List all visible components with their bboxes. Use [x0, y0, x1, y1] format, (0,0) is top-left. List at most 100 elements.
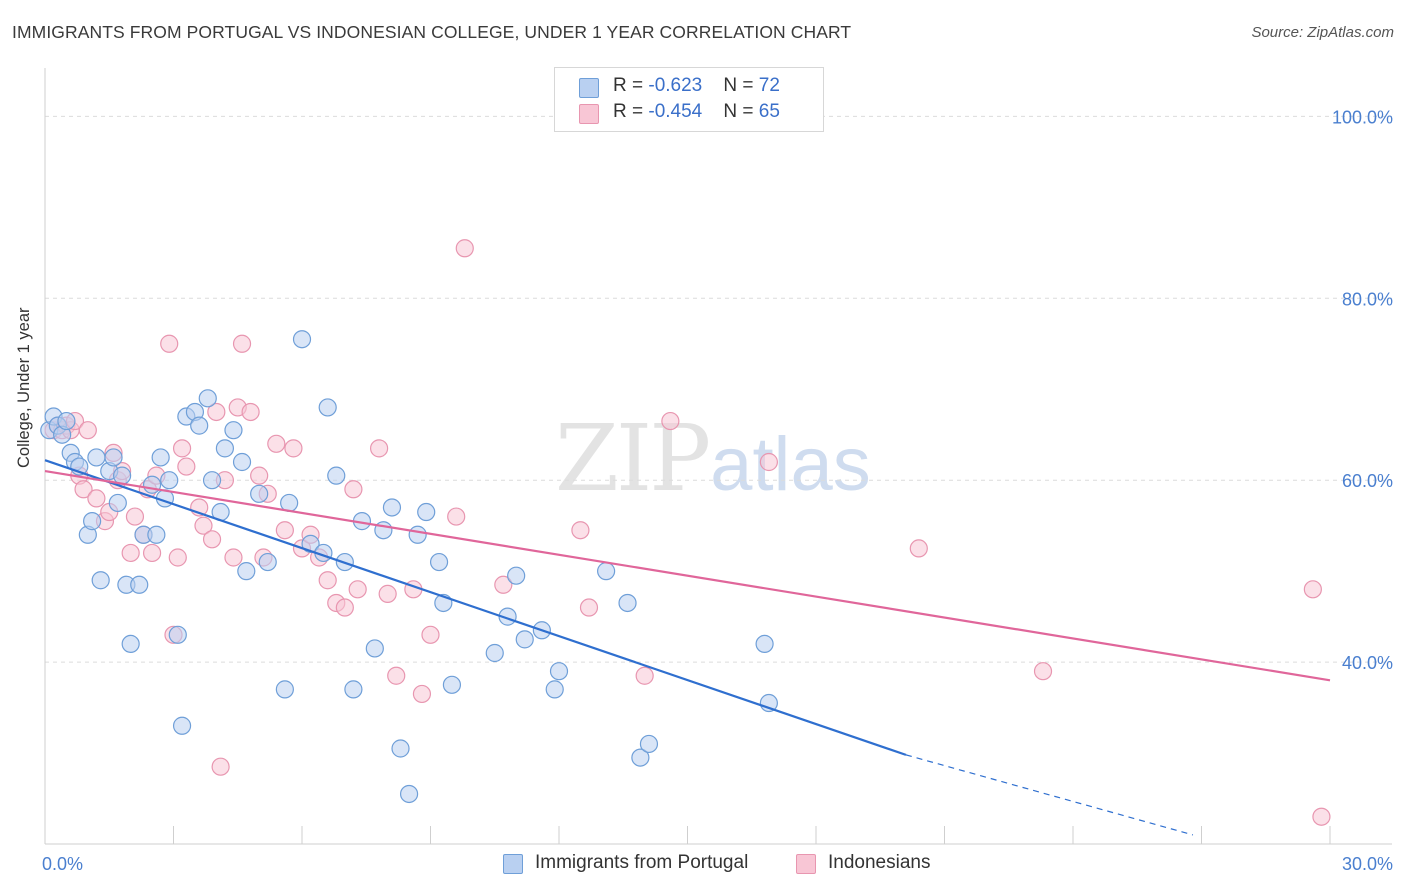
indonesians-point: [207, 402, 226, 422]
portugal-point: [275, 680, 294, 699]
indonesians-point: [284, 439, 303, 458]
legend-swatch-pink: [796, 854, 816, 874]
portugal-point: [301, 534, 320, 553]
portugal-point: [327, 466, 346, 485]
indonesians-point: [412, 684, 432, 704]
portugal-point: [391, 739, 410, 758]
portugal-point: [545, 680, 564, 699]
indonesians-point: [335, 598, 354, 617]
indonesians-point: [275, 521, 294, 540]
portugal-point: [83, 512, 102, 531]
portugal-point: [130, 575, 149, 594]
y-tick-label: 80.0%: [1342, 289, 1393, 309]
portugal-point: [168, 625, 187, 644]
legend-r-label: R =: [613, 75, 649, 96]
legend-r-label: R =: [613, 101, 649, 122]
portugal-point: [631, 748, 650, 767]
portugal-point: [258, 552, 277, 572]
y-tick-label: 40.0%: [1342, 653, 1393, 673]
indonesians-point: [661, 411, 680, 431]
portugal-point: [515, 630, 534, 649]
legend-swatch-blue: [579, 78, 599, 98]
indonesians-point: [421, 625, 440, 644]
portugal-point: [198, 389, 217, 408]
legend-n-value: 72: [758, 75, 780, 96]
indonesians-point: [87, 489, 106, 508]
portugal-point: [215, 439, 234, 458]
indonesians-point: [387, 666, 406, 685]
indonesians-point: [194, 516, 213, 535]
indonesians-point: [1303, 580, 1322, 599]
portugal-point: [417, 502, 436, 522]
indonesians-point: [202, 530, 222, 549]
indonesians-point: [378, 584, 397, 603]
legend-swatch-blue: [503, 854, 523, 874]
portugal-trend-line: [44, 459, 907, 756]
indonesians-point: [168, 548, 187, 567]
portugal-point: [429, 552, 449, 572]
portugal-point: [108, 493, 127, 513]
indonesians-point: [74, 480, 93, 499]
indonesians-point: [125, 507, 145, 526]
x-tick-label: 0.0%: [42, 854, 83, 874]
legend-swatch-pink: [579, 104, 599, 124]
portugal-point: [365, 639, 384, 658]
legend-series-name: Indonesians: [828, 852, 931, 873]
portugal-point: [408, 525, 427, 544]
portugal-point: [151, 448, 170, 467]
indonesians-point: [370, 439, 389, 458]
indonesians-point: [1312, 807, 1331, 826]
portugal-point: [507, 566, 526, 585]
portugal-point: [639, 734, 659, 754]
portugal-point: [202, 471, 222, 490]
source-label: Source: ZipAtlas.com: [1251, 24, 1394, 41]
indonesians-point: [579, 598, 599, 617]
legend-r-value: -0.454: [648, 101, 703, 122]
portugal-point: [147, 525, 166, 544]
indonesians-point: [241, 402, 260, 422]
chart-title: IMMIGRANTS FROM PORTUGAL VS INDONESIAN C…: [12, 22, 852, 42]
x-tick-label: 30.0%: [1342, 854, 1393, 874]
indonesians-point: [78, 421, 97, 440]
indonesians-point: [348, 580, 367, 599]
portugal-point: [597, 562, 616, 581]
portugal-point: [190, 416, 209, 435]
indonesians-point: [250, 466, 269, 485]
indonesians-point: [172, 439, 192, 458]
indonesians-point: [344, 480, 363, 499]
portugal-point: [142, 475, 162, 494]
portugal-point: [382, 498, 402, 517]
portugal-point: [399, 784, 419, 804]
portugal-point: [485, 643, 504, 663]
legend-series-name: Immigrants from Portugal: [535, 852, 749, 873]
indonesians-point: [232, 334, 252, 353]
indonesians-trend-line: [44, 470, 1331, 682]
portugal-point: [549, 662, 569, 681]
indonesians-point: [447, 507, 466, 526]
portugal-point: [160, 471, 179, 490]
portugal-point: [250, 484, 269, 503]
portugal-point: [224, 421, 243, 440]
legend-n-label: N =: [723, 75, 759, 96]
y-axis-title: College, Under 1 year: [15, 307, 33, 468]
portugal-point: [232, 452, 252, 472]
indonesians-point: [1033, 662, 1053, 681]
portugal-point: [442, 675, 462, 694]
portugal-point: [755, 634, 774, 654]
indonesians-point: [571, 521, 590, 540]
indonesians-point: [267, 434, 286, 453]
portugal-point: [57, 411, 76, 431]
portugal-point: [104, 448, 123, 467]
indonesians-point: [759, 452, 778, 472]
portugal-trend-extension: [905, 754, 1194, 836]
stats-legend: R = -0.623 N = 72 R = -0.454 N = 65: [554, 67, 824, 132]
portugal-point: [237, 562, 256, 581]
watermark-atlas: atlas: [710, 422, 871, 507]
portugal-point: [87, 448, 106, 467]
portugal-point: [91, 571, 110, 590]
indonesians-point: [142, 543, 162, 563]
indonesians-point: [318, 571, 337, 590]
indonesians-point: [160, 334, 179, 353]
legend-n-value: 65: [758, 101, 780, 122]
